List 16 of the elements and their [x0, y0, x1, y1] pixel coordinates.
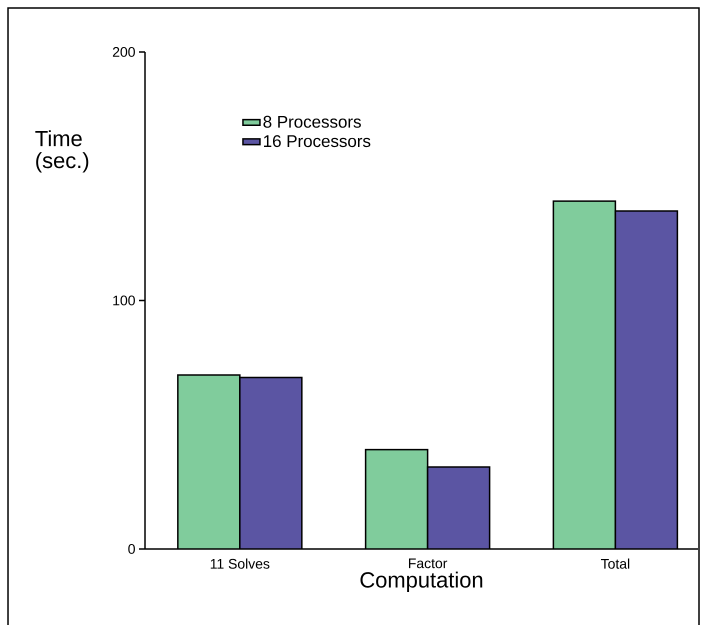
bar: [428, 467, 490, 550]
bar: [552, 200, 616, 550]
bar: [614, 210, 678, 550]
x-axis-title: Computation: [360, 572, 482, 592]
legend-label: 16 Processors: [264, 135, 370, 148]
bar: [366, 450, 428, 550]
y-tick-label: 0: [128, 544, 135, 554]
y-tick-label: 100: [113, 296, 135, 306]
x-tick-label: Total: [600, 558, 630, 569]
y-tick-label: 200: [112, 47, 135, 58]
x-tick-label: 11 Solves: [210, 558, 270, 569]
y-axis-title: Time (sec.): [35, 130, 88, 173]
bar: [240, 378, 302, 550]
legend-label: 8 Processors: [263, 116, 361, 128]
x-tick-label: Factor: [408, 558, 448, 568]
bar: [178, 375, 240, 550]
